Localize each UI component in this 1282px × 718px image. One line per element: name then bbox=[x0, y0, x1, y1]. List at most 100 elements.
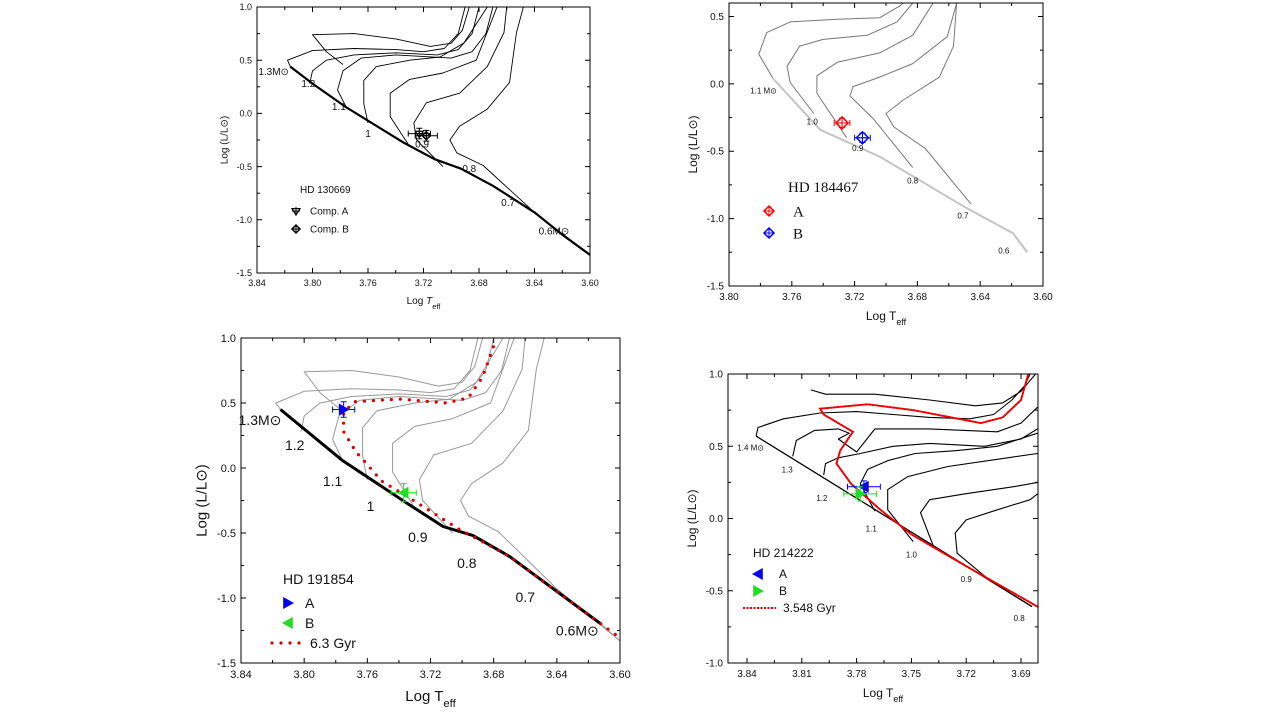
y-tick-label: 0.5 bbox=[710, 12, 724, 23]
y-tick-label: 1.0 bbox=[239, 2, 252, 12]
isochrone-line bbox=[342, 340, 617, 636]
legend-marker bbox=[290, 207, 302, 217]
evolutionary-track-5 bbox=[885, 3, 972, 205]
x-tick-label: 3.75 bbox=[902, 669, 922, 680]
mass-label: 0.9 bbox=[408, 529, 428, 545]
x-tick-label: 3.60 bbox=[1033, 292, 1053, 303]
legend-marker bbox=[290, 223, 302, 235]
point-marker bbox=[421, 130, 432, 141]
mass-label: 0.8 bbox=[462, 164, 476, 175]
legend: HD 191854 AB 6.3 Gyr bbox=[270, 571, 356, 651]
axis-ticks bbox=[728, 373, 1038, 664]
x-tick-label: 3.84 bbox=[248, 278, 266, 288]
evolutionary-track-8 bbox=[954, 493, 1038, 608]
evolutionary-track-5 bbox=[363, 7, 488, 124]
legend-marker bbox=[282, 617, 293, 629]
legend-entry: B bbox=[762, 226, 803, 242]
plot-frame bbox=[727, 373, 1039, 664]
x-tick-label: 3.76 bbox=[359, 278, 377, 288]
mass-label: 1.1 bbox=[332, 102, 346, 113]
data-point-b bbox=[854, 130, 871, 145]
mass-label: 1 bbox=[367, 498, 375, 514]
x-tick-label: 3.60 bbox=[581, 278, 599, 288]
y-tick-label: 1.0 bbox=[221, 333, 236, 345]
mass-label: 1 bbox=[365, 129, 371, 140]
mass-label: 1.0 bbox=[906, 551, 918, 560]
cross-shape bbox=[415, 129, 424, 138]
mass-label: 1.0 bbox=[807, 117, 819, 126]
point-marker bbox=[855, 487, 867, 500]
x-axis-title: Log Teff bbox=[863, 686, 904, 704]
point-marker bbox=[857, 480, 869, 493]
mass-label: 1.3 bbox=[782, 465, 794, 474]
legend-entry: B bbox=[753, 584, 787, 598]
legend-title: HD 130669 bbox=[300, 185, 351, 196]
zams-line bbox=[772, 77, 1029, 253]
y-tick-label: 0.0 bbox=[710, 79, 724, 90]
x-axis-title-main: Log T bbox=[863, 686, 894, 700]
mass-label: 1.1 M⊙ bbox=[750, 86, 777, 95]
evolutionary-track-7 bbox=[392, 338, 515, 509]
legend-entry: Comp. A bbox=[290, 207, 349, 218]
x-axis-title-sub: eff bbox=[893, 694, 903, 704]
legend-title: HD 191854 bbox=[283, 571, 354, 587]
legend-label: A bbox=[793, 204, 804, 220]
legend-entry: 6.3 Gyr bbox=[270, 635, 356, 651]
y-tick-label: 1.0 bbox=[709, 370, 723, 381]
mass-label: 1.1 bbox=[866, 525, 878, 534]
x-axis-title-T: T bbox=[426, 296, 433, 307]
legend-entry: Comp. B bbox=[290, 223, 349, 236]
plot-area bbox=[275, 338, 620, 642]
x-tick-label: 3.64 bbox=[970, 292, 990, 303]
legend-label: B bbox=[305, 615, 314, 631]
axis-ticks bbox=[728, 3, 1044, 287]
legend: HD 214222 AB 3.548 Gyr bbox=[743, 546, 836, 615]
zams-line bbox=[289, 65, 590, 256]
x-axis-title-main: Log bbox=[407, 296, 426, 307]
x-tick-label: 3.80 bbox=[719, 292, 739, 303]
point-marker bbox=[834, 115, 850, 130]
legend-title: HD 184467 bbox=[788, 180, 859, 196]
y-tick-label: -0.5 bbox=[706, 586, 724, 597]
chart-panel-2: 3.80 3.76 3.72 3.68 3.64 3.60 0.5 0.0 -0.5 -1.0 -1… bbox=[686, 2, 1053, 327]
plot-frame bbox=[728, 2, 1044, 287]
mass-label: 1.2 bbox=[301, 79, 315, 90]
legend-marker bbox=[762, 226, 776, 240]
cross-shape bbox=[292, 207, 300, 215]
x-axis-title-main: Log T bbox=[866, 309, 897, 323]
mass-label: 1.1 bbox=[323, 473, 343, 489]
cross-shape bbox=[764, 206, 774, 216]
y-tick-label: -0.5 bbox=[217, 528, 236, 540]
mass-label: 0.6M⊙ bbox=[556, 623, 599, 639]
cross-shape bbox=[836, 116, 849, 129]
evolutionary-track-5 bbox=[332, 338, 510, 464]
mass-label: 1.3M⊙ bbox=[239, 412, 282, 428]
evolutionary-track-2 bbox=[312, 7, 470, 65]
x-tick-label: 3.81 bbox=[792, 669, 812, 680]
x-tick-label: 3.69 bbox=[1011, 669, 1031, 680]
x-tick-label: 3.80 bbox=[293, 669, 314, 681]
legend-marker bbox=[762, 204, 776, 218]
x-tick-label: 3.84 bbox=[737, 669, 757, 680]
y-tick-label: -0.5 bbox=[707, 147, 725, 158]
y-axis-title: Log (L/L⊙) bbox=[686, 115, 700, 173]
mass-label: 1.2 bbox=[816, 494, 828, 503]
plot-frame bbox=[240, 337, 621, 664]
evolutionary-track-1 bbox=[758, 3, 904, 79]
y-tick-label: 0.0 bbox=[239, 109, 252, 119]
x-tick-label: 3.76 bbox=[357, 669, 378, 681]
evolutionary-track-6 bbox=[887, 452, 1038, 542]
evolutionary-track-6 bbox=[389, 7, 498, 147]
legend-marker bbox=[753, 585, 764, 597]
x-tick-label: 3.80 bbox=[304, 278, 322, 288]
data-point-comp-b bbox=[414, 129, 438, 142]
evolutionary-track-4 bbox=[337, 7, 494, 110]
x-tick-label: 3.64 bbox=[526, 278, 544, 288]
x-axis-title-main: Log T bbox=[405, 688, 443, 705]
point-marker bbox=[338, 403, 350, 416]
zams-line bbox=[279, 408, 602, 626]
evolutionary-track-9 bbox=[460, 338, 620, 642]
x-axis-title-sub: eff bbox=[896, 317, 906, 327]
mass-label: 1.3M⊙ bbox=[258, 67, 289, 78]
x-tick-label: 3.60 bbox=[609, 669, 630, 681]
